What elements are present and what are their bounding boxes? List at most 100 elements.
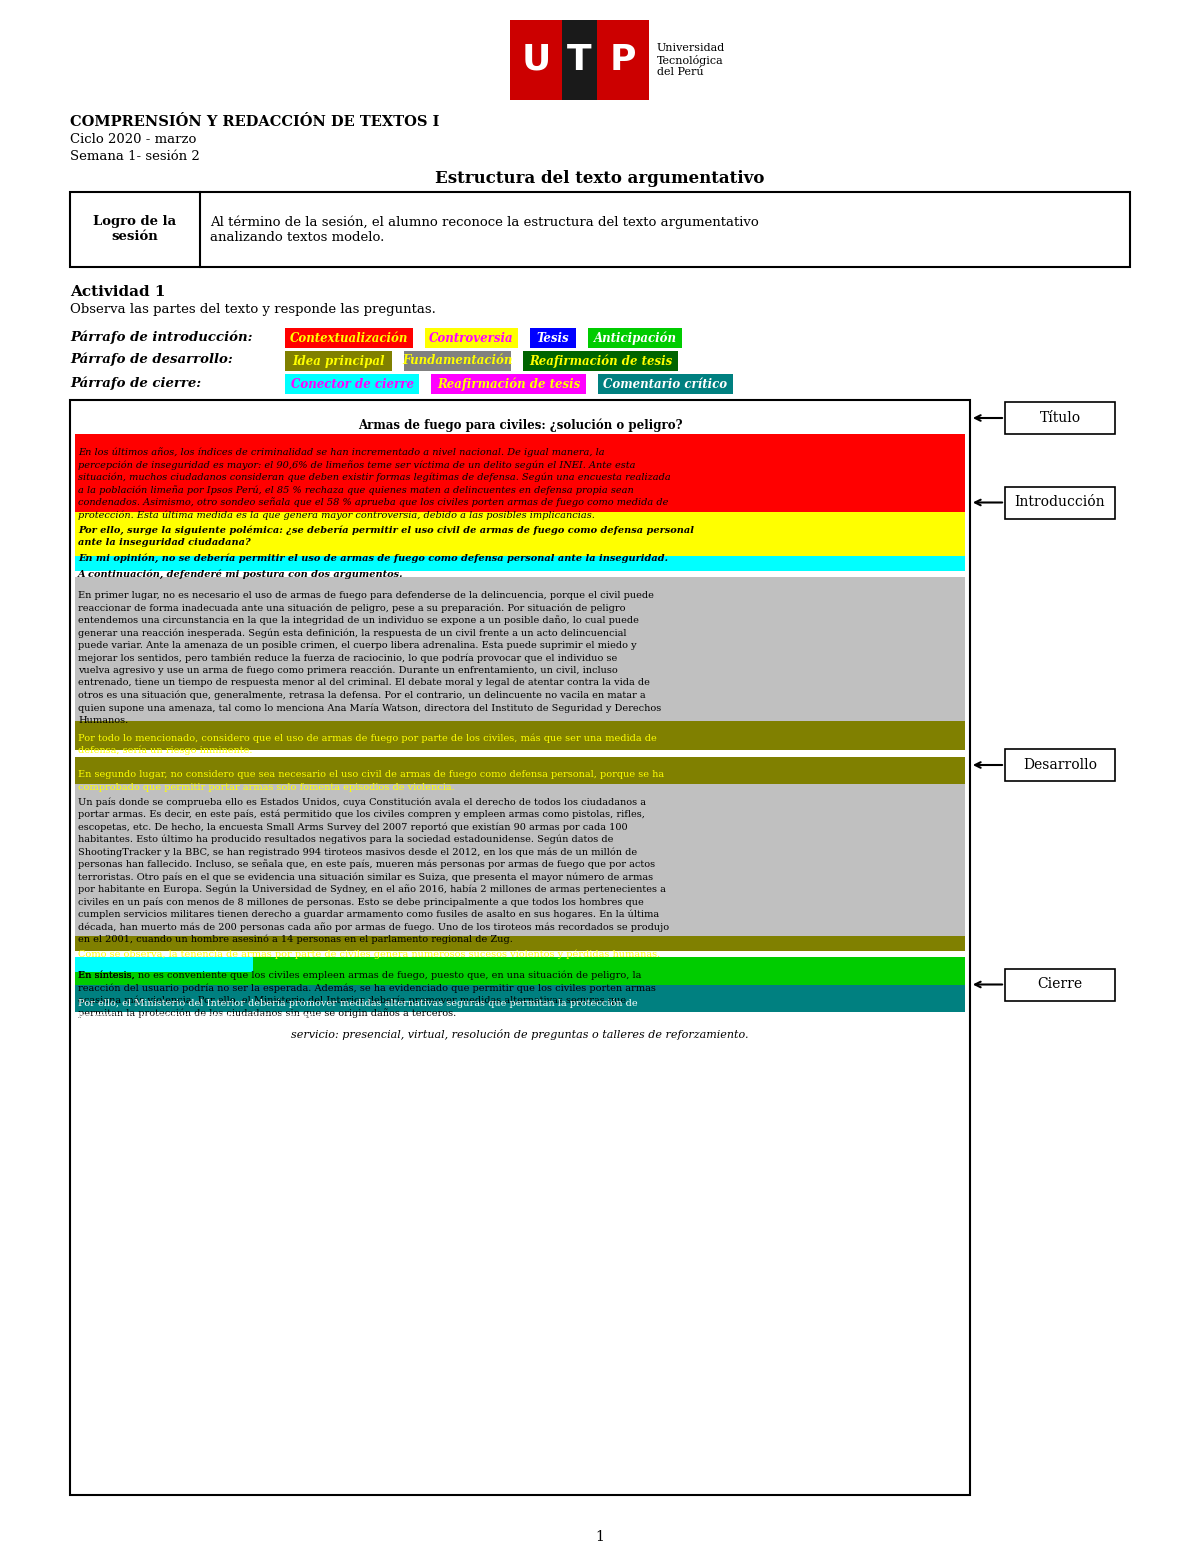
Text: Reafirmación de tesis: Reafirmación de tesis — [529, 354, 672, 368]
Bar — [74, 957, 253, 972]
Bar — [562, 20, 598, 99]
Text: Anticipación: Anticipación — [594, 331, 677, 345]
Text: cumplen servicios militares tienen derecho a guardar armamento como fusiles de a: cumplen servicios militares tienen derec… — [78, 910, 659, 919]
Text: por habitante en Europa. Según la Universidad de Sydney, en el año 2016, había 2: por habitante en Europa. Según la Univer… — [78, 885, 666, 895]
Text: otros es una situación que, generalmente, retrasa la defensa. Por el contrario, : otros es una situación que, generalmente… — [78, 691, 646, 700]
Text: En síntesis, no es conveniente que los civiles empleen armas de fuego, puesto qu: En síntesis, no es conveniente que los c… — [78, 971, 641, 980]
Text: escopetas, etc. De hecho, la encuesta Small Arms Survey del 2007 reportó que exi: escopetas, etc. De hecho, la encuesta Sm… — [78, 822, 628, 831]
Text: Por ello, el Ministerio del Interior debería promover medidas alternativas segur: Por ello, el Ministerio del Interior deb… — [78, 999, 637, 1008]
Text: comprobado que permitir portar armas solo fomenta episodios de violencia.: comprobado que permitir portar armas sol… — [78, 783, 455, 792]
Text: percepción de inseguridad es mayor: el 90,6% de limeños teme ser víctima de un d: percepción de inseguridad es mayor: el 9… — [78, 460, 636, 471]
Text: Humanos.: Humanos. — [78, 716, 128, 725]
Text: Párrafo de desarrollo:: Párrafo de desarrollo: — [70, 353, 233, 367]
Bar — [74, 784, 965, 935]
Text: terroristas. Otro país en el que se evidencia una situación similar es Suiza, qu: terroristas. Otro país en el que se evid… — [78, 873, 653, 882]
Bar — [74, 756, 965, 784]
Text: Tesis: Tesis — [536, 331, 570, 345]
Text: defensa, sería un riesgo inminente.: defensa, sería un riesgo inminente. — [78, 745, 252, 755]
Text: En mi opinión, no se debería permitir el uso de armas de fuego como defensa pers: En mi opinión, no se debería permitir el… — [78, 553, 668, 564]
Text: quien supone una amenaza, tal como lo menciona Ana María Watson, directora del I: quien supone una amenaza, tal como lo me… — [78, 704, 661, 713]
Text: ante la inseguridad ciudadana?: ante la inseguridad ciudadana? — [78, 539, 251, 547]
Bar — [425, 328, 518, 348]
Bar — [530, 328, 576, 348]
Bar — [74, 433, 965, 512]
Text: habitantes. Esto último ha producido resultados negativos para la sociedad estad: habitantes. Esto último ha producido res… — [78, 834, 613, 845]
Text: Contextualización: Contextualización — [289, 331, 408, 345]
Text: protección. Esta última medida es la que genera mayor controversia, debido a las: protección. Esta última medida es la que… — [78, 509, 595, 520]
Text: U: U — [521, 43, 551, 78]
Text: Idea principal: Idea principal — [293, 354, 385, 368]
Bar — [74, 935, 965, 950]
Text: entendemos una circunstancia en la que la integridad de un individuo se expone a: entendemos una circunstancia en la que l… — [78, 615, 638, 626]
Bar — [70, 193, 1130, 267]
Text: servicio: presencial, virtual, resolución de preguntas o talleres de reforzamien: servicio: presencial, virtual, resolució… — [292, 1030, 749, 1041]
Bar — [598, 20, 649, 99]
Text: Párrafo de introducción:: Párrafo de introducción: — [70, 329, 252, 343]
Text: Actividad 1: Actividad 1 — [70, 286, 166, 300]
Text: Semana 1- sesión 2: Semana 1- sesión 2 — [70, 151, 199, 163]
Text: Universidad
Tecnológica
del Perú: Universidad Tecnológica del Perú — [658, 43, 725, 78]
Text: los ciudadanos sin que se origin daños a terceros.: los ciudadanos sin que se origin daños a… — [78, 1011, 325, 1020]
Text: Cierre: Cierre — [1038, 977, 1082, 991]
Text: permitan la protección de los ciudadanos sin que se origin daños a terceros.: permitan la protección de los ciudadanos… — [78, 1008, 456, 1017]
Text: Estructura del texto argumentativo: Estructura del texto argumentativo — [436, 169, 764, 186]
Text: ShootingTracker y la BBC, se han registrado 994 tiroteos masivos desde el 2012, : ShootingTracker y la BBC, se han registr… — [78, 846, 637, 857]
Bar — [286, 328, 413, 348]
Bar — [286, 374, 420, 394]
Text: Observa las partes del texto y responde las preguntas.: Observa las partes del texto y responde … — [70, 303, 436, 315]
Text: A continuación, defenderé mi postura con dos argumentos.: A continuación, defenderé mi postura con… — [78, 568, 403, 579]
Text: Reafirmación de tesis: Reafirmación de tesis — [437, 377, 581, 391]
Text: Comentario crítico: Comentario crítico — [604, 377, 727, 390]
Text: entrenado, tiene un tiempo de respuesta menor al del criminal. El debate moral y: entrenado, tiene un tiempo de respuesta … — [78, 679, 650, 686]
Text: En los últimos años, los índices de criminalidad se han incrementado a nivel nac: En los últimos años, los índices de crim… — [78, 447, 605, 458]
Bar — [404, 351, 511, 371]
Text: Al término de la sesión, el alumno reconoce la estructura del texto argumentativ: Al término de la sesión, el alumno recon… — [210, 216, 758, 244]
Text: Logro de la
sesión: Logro de la sesión — [94, 216, 176, 244]
Text: Desarrollo: Desarrollo — [1022, 758, 1097, 772]
Bar — [1006, 486, 1115, 519]
Bar — [74, 578, 965, 750]
Text: Un país donde se comprueba ello es Estados Unidos, cuya Constitución avala el de: Un país donde se comprueba ello es Estad… — [78, 797, 646, 806]
Bar — [74, 756, 965, 950]
Text: portar armas. Es decir, en este país, está permitido que los civiles compren y e: portar armas. Es decir, en este país, es… — [78, 809, 644, 818]
Text: Fundamentación: Fundamentación — [403, 354, 512, 368]
Bar — [74, 556, 965, 572]
Text: 1: 1 — [595, 1530, 605, 1544]
Text: Párrafo de cierre:: Párrafo de cierre: — [70, 376, 202, 390]
Bar — [523, 351, 678, 371]
Bar — [510, 20, 562, 99]
Bar — [432, 374, 586, 394]
Text: Controversia: Controversia — [430, 331, 514, 345]
Bar — [74, 721, 965, 750]
Text: condenados. Asimismo, otro sondeo señala que el 58 % aprueba que los civiles por: condenados. Asimismo, otro sondeo señala… — [78, 497, 668, 508]
Text: generar una reacción inesperada. Según esta definición, la respuesta de un civil: generar una reacción inesperada. Según e… — [78, 627, 626, 638]
Text: reaccionar de forma inadecuada ante una situación de peligro, pese a su preparac: reaccionar de forma inadecuada ante una … — [78, 603, 625, 612]
Text: Por ello, surge la siguiente polémica: ¿se debería permitir el uso civil de arma: Por ello, surge la siguiente polémica: ¿… — [78, 525, 694, 536]
Bar — [74, 957, 965, 1013]
Text: Ciclo 2020 - marzo: Ciclo 2020 - marzo — [70, 134, 197, 146]
Text: Título: Título — [1039, 412, 1080, 426]
Bar — [74, 985, 965, 1013]
Text: en el 2001, cuando un hombre asesinó a 14 personas en el parlamento regional de : en el 2001, cuando un hombre asesinó a 1… — [78, 935, 512, 944]
Bar — [74, 512, 965, 540]
Text: mejorar los sentidos, pero también reduce la fuerza de raciocinio, lo que podría: mejorar los sentidos, pero también reduc… — [78, 654, 617, 663]
Bar — [74, 540, 965, 556]
Text: Conector de cierre: Conector de cierre — [290, 377, 414, 390]
Text: década, han muerto más de 200 personas cada año por armas de fuego. Uno de los t: década, han muerto más de 200 personas c… — [78, 922, 670, 932]
Text: Por todo lo mencionado, considero que el uso de armas de fuego por parte de los : Por todo lo mencionado, considero que el… — [78, 733, 656, 742]
Bar — [1006, 969, 1115, 1000]
Text: ocasiona más violencia. Por ello, el Ministerio del Interior debería promover me: ocasiona más violencia. Por ello, el Min… — [78, 995, 626, 1005]
Text: situación, muchos ciudadanos consideran que deben existir formas legítimas de de: situación, muchos ciudadanos consideran … — [78, 472, 671, 481]
Text: reacción del usuario podría no ser la esperada. Además, se ha evidenciado que pe: reacción del usuario podría no ser la es… — [78, 983, 656, 992]
Bar — [588, 328, 682, 348]
Bar — [1006, 749, 1115, 781]
Text: personas han fallecido. Incluso, se señala que, en este país, mueren más persona: personas han fallecido. Incluso, se seña… — [78, 860, 655, 870]
Text: En segundo lugar, no considero que sea necesario el uso civil de armas de fuego : En segundo lugar, no considero que sea n… — [78, 770, 664, 780]
Bar — [286, 351, 392, 371]
Text: T: T — [568, 43, 592, 78]
Bar — [598, 374, 732, 394]
Text: civiles en un país con menos de 8 millones de personas. Esto se debe principalme: civiles en un país con menos de 8 millon… — [78, 898, 643, 907]
Text: En síntesis,: En síntesis, — [78, 971, 134, 980]
Text: puede variar. Ante la amenaza de un posible crimen, el cuerpo libera adrenalina.: puede variar. Ante la amenaza de un posi… — [78, 641, 637, 649]
Text: COMPRENSIÓN Y REDACCIÓN DE TEXTOS I: COMPRENSIÓN Y REDACCIÓN DE TEXTOS I — [70, 115, 439, 129]
